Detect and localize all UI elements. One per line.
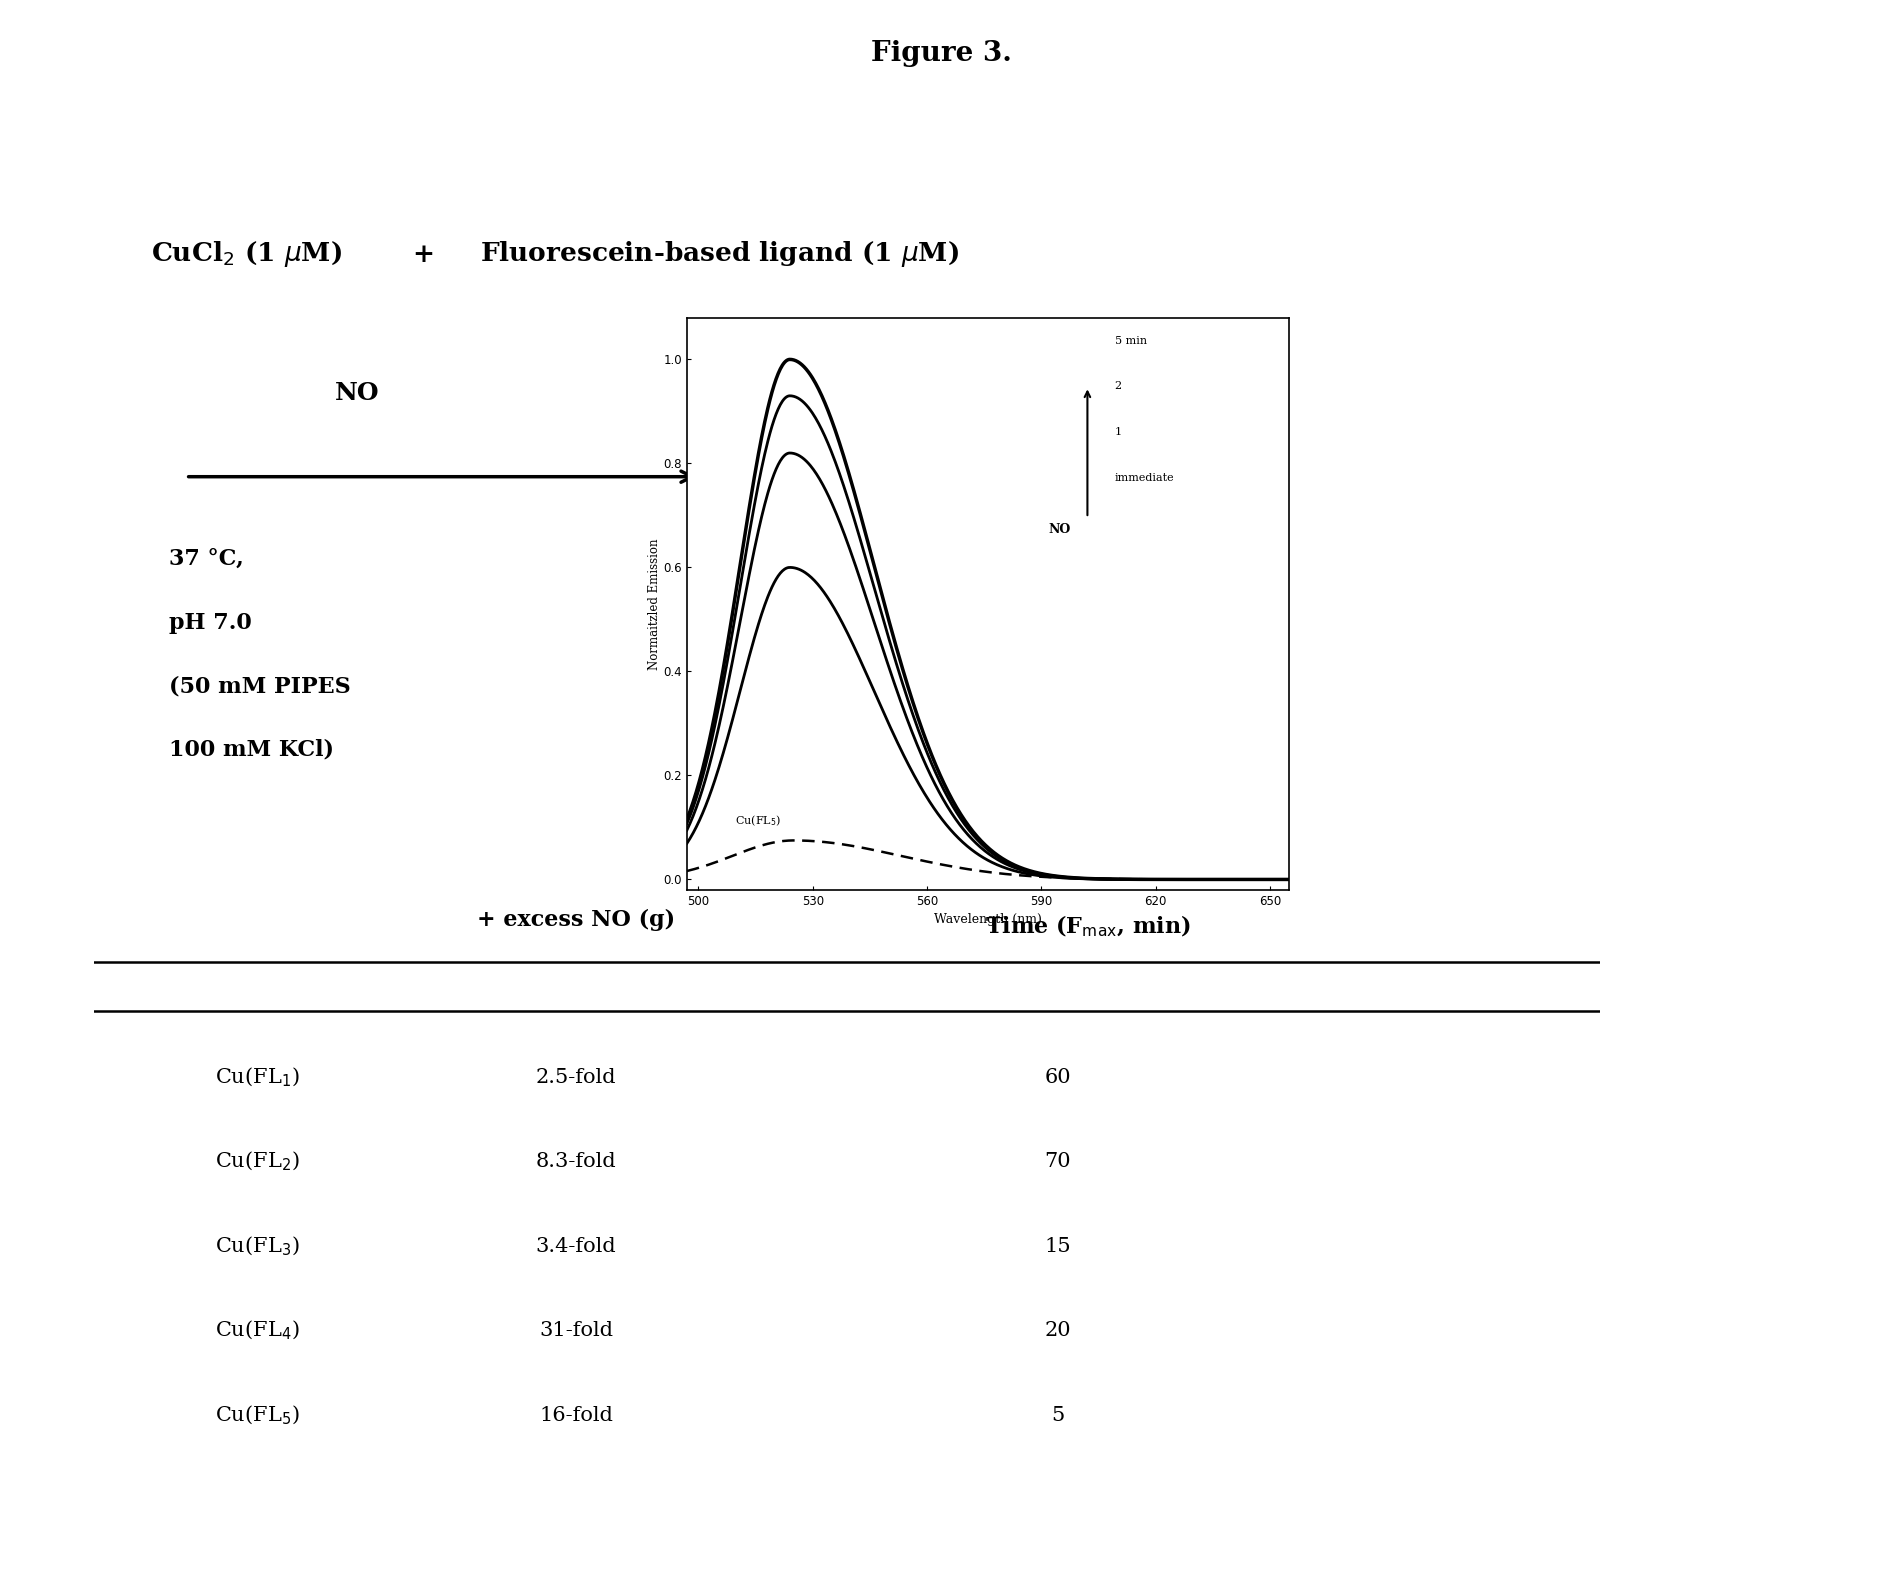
Text: 31-fold: 31-fold bbox=[538, 1320, 614, 1340]
Text: 60: 60 bbox=[1045, 1068, 1071, 1087]
Text: 2: 2 bbox=[1114, 381, 1122, 391]
Text: 5: 5 bbox=[1050, 1406, 1065, 1425]
Text: NO: NO bbox=[1048, 523, 1071, 535]
Text: Cu(FL$_2$): Cu(FL$_2$) bbox=[215, 1150, 299, 1173]
Text: +: + bbox=[412, 242, 435, 267]
Text: 5 min: 5 min bbox=[1114, 335, 1146, 346]
Text: Cu(FL$_4$): Cu(FL$_4$) bbox=[215, 1319, 299, 1343]
Text: NO: NO bbox=[335, 381, 380, 405]
Text: 37 °C,: 37 °C, bbox=[169, 548, 245, 570]
Text: 20: 20 bbox=[1045, 1320, 1071, 1340]
Text: Cu(FL$_3$): Cu(FL$_3$) bbox=[215, 1235, 299, 1258]
Text: Time (F$_{\rm max}$, min): Time (F$_{\rm max}$, min) bbox=[984, 914, 1191, 939]
Text: Fluorescein-based ligand (1 $\mu$M): Fluorescein-based ligand (1 $\mu$M) bbox=[480, 240, 960, 269]
Text: 70: 70 bbox=[1045, 1152, 1071, 1171]
Text: + excess NO (g): + excess NO (g) bbox=[476, 909, 676, 931]
Text: 3.4-fold: 3.4-fold bbox=[536, 1236, 615, 1255]
Text: 15: 15 bbox=[1045, 1236, 1071, 1255]
Text: 2.5-fold: 2.5-fold bbox=[536, 1068, 615, 1087]
Text: pH 7.0: pH 7.0 bbox=[169, 612, 252, 634]
Text: 1: 1 bbox=[1114, 427, 1122, 437]
Text: Cu(FL$_5$): Cu(FL$_5$) bbox=[215, 1403, 299, 1427]
Text: immediate: immediate bbox=[1114, 474, 1174, 483]
Text: Cu(FL$_5$): Cu(FL$_5$) bbox=[736, 814, 781, 828]
Text: (50 mM PIPES: (50 mM PIPES bbox=[169, 675, 352, 698]
Text: Figure 3.: Figure 3. bbox=[871, 40, 1011, 67]
Text: CuCl$_2$ (1 $\mu$M): CuCl$_2$ (1 $\mu$M) bbox=[151, 240, 341, 269]
X-axis label: Wavelength (nm): Wavelength (nm) bbox=[933, 914, 1043, 926]
Text: 100 mM KCl): 100 mM KCl) bbox=[169, 739, 335, 761]
Text: Cu(FL$_1$): Cu(FL$_1$) bbox=[215, 1065, 299, 1088]
Y-axis label: Normaitzled Emission: Normaitzled Emission bbox=[647, 539, 661, 669]
Text: 8.3-fold: 8.3-fold bbox=[536, 1152, 615, 1171]
Text: 16-fold: 16-fold bbox=[538, 1406, 614, 1425]
